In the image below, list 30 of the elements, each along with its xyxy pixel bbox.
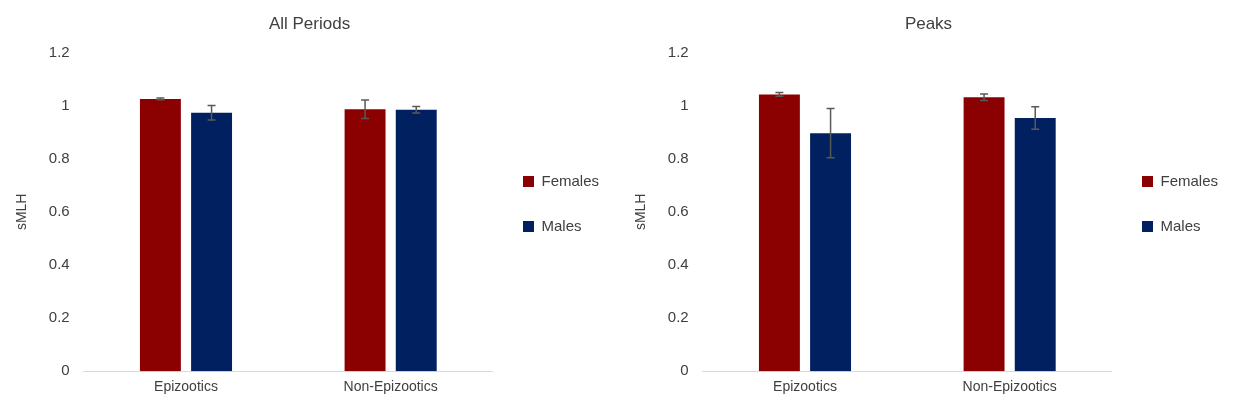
y-tick-label: 1.2 <box>667 42 689 60</box>
y-tick-label: 0.4 <box>48 255 70 273</box>
bar <box>810 133 852 372</box>
y-tick-label: 0.8 <box>48 148 70 166</box>
legend-label: Females <box>1160 171 1219 189</box>
y-tick-label: 0.4 <box>667 255 689 273</box>
chart-title: All Periods <box>268 13 351 33</box>
bar <box>1014 118 1056 372</box>
y-tick-label: 0.2 <box>48 308 70 326</box>
y-axis-title: sMLH <box>13 193 30 231</box>
y-tick-label: 0.2 <box>667 308 689 326</box>
legend-label: Males <box>1160 216 1201 234</box>
x-tick-label: Non-Epizootics <box>962 378 1057 395</box>
x-tick-label: Epizootics <box>773 378 837 395</box>
bar <box>758 94 800 372</box>
y-tick-label: 1 <box>680 95 689 113</box>
y-tick-label: 1.2 <box>48 42 70 60</box>
y-tick-label: 1 <box>61 95 70 113</box>
legend-label: Males <box>541 216 582 234</box>
y-tick-label: 0.6 <box>48 201 70 219</box>
y-axis-title: sMLH <box>632 193 649 231</box>
y-tick-label: 0 <box>61 361 70 379</box>
y-tick-label: 0 <box>680 361 689 379</box>
bar <box>963 97 1005 372</box>
x-tick-label: Epizootics <box>154 378 218 395</box>
y-tick-label: 0.6 <box>667 201 689 219</box>
x-tick-label: Non-Epizootics <box>343 378 438 395</box>
legend-label: Females <box>541 171 600 189</box>
chart-title: Peaks <box>904 13 953 33</box>
y-tick-label: 0.8 <box>667 148 689 166</box>
